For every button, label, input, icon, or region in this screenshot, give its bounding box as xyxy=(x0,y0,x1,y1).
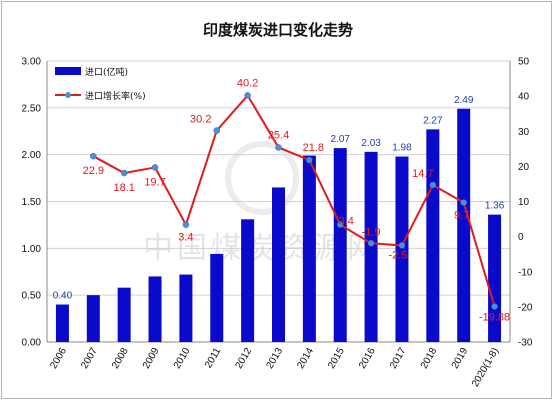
x-tick-label: 2014 xyxy=(295,346,316,371)
line-value-label: 40.2 xyxy=(237,77,258,89)
growth-point xyxy=(460,199,467,206)
growth-point xyxy=(429,181,437,189)
x-tick-label: 2007 xyxy=(79,346,100,371)
bar xyxy=(488,214,502,342)
watermark-logo xyxy=(225,141,299,215)
y-right-tick-label: 0 xyxy=(518,232,524,243)
x-tick-label: 2008 xyxy=(110,346,131,371)
line-value-label: 22.9 xyxy=(83,165,104,177)
line-value-label: 30.2 xyxy=(190,114,211,126)
y-left-tick-label: 3.00 xyxy=(22,57,42,68)
y-left-tick-label: 1.50 xyxy=(22,197,42,208)
growth-point xyxy=(367,240,375,247)
line-value-label: 18.1 xyxy=(113,182,134,194)
line-value-label: 3.4 xyxy=(339,216,354,228)
y-right-tick-label: -30 xyxy=(518,338,533,349)
bar xyxy=(364,151,378,342)
growth-point xyxy=(90,152,97,160)
growth-point xyxy=(182,221,190,228)
bar xyxy=(302,155,316,342)
bar xyxy=(272,187,285,342)
x-tick-label: 2016 xyxy=(357,346,378,371)
bar xyxy=(241,219,255,342)
bar-value-label: 1.98 xyxy=(392,143,412,154)
x-tick-label: 2017 xyxy=(388,346,409,371)
bar-value-label: 0.40 xyxy=(53,291,73,302)
growth-point xyxy=(336,221,344,228)
growth-point xyxy=(398,242,406,249)
y-right-tick-label: 50 xyxy=(518,57,530,68)
bar xyxy=(86,295,100,342)
y-right-tick-label: 10 xyxy=(518,197,530,208)
x-tick-label: 2010 xyxy=(172,346,193,371)
growth-point xyxy=(151,164,159,171)
legend-bar-swatch xyxy=(55,67,81,75)
growth-point xyxy=(213,127,221,134)
bar-value-label: 2.49 xyxy=(454,95,474,106)
legend-line-label: 进口增长率(%) xyxy=(85,90,146,102)
line-value-label: -19.88 xyxy=(479,311,510,323)
x-tick-label: 2012 xyxy=(234,346,255,371)
legend-line-marker xyxy=(65,92,71,98)
bar xyxy=(117,287,131,342)
growth-point xyxy=(306,156,313,164)
x-tick-label: 2019 xyxy=(450,346,471,371)
bar xyxy=(179,274,193,342)
y-left-tick-label: 2.00 xyxy=(22,150,42,161)
y-right-tick-label: 40 xyxy=(518,92,530,103)
bar-value-label: 2.27 xyxy=(423,115,443,126)
legend-bar-label: 进口(亿吨) xyxy=(85,66,128,78)
line-value-label: -2.5 xyxy=(388,249,407,261)
bar xyxy=(457,108,471,343)
x-tick-label: 2013 xyxy=(264,346,285,371)
x-tick-label: 2009 xyxy=(141,346,162,371)
growth-point xyxy=(491,303,498,310)
line-value-label: 3.4 xyxy=(178,232,193,244)
chart-title: 印度煤炭进口变化走势 xyxy=(203,21,353,39)
x-tick-label: 2015 xyxy=(326,346,347,371)
growth-point xyxy=(244,92,251,99)
y-right-tick-label: 20 xyxy=(518,162,530,173)
x-tick-label: 2011 xyxy=(203,346,223,371)
line-value-label: 21.8 xyxy=(303,142,324,154)
y-right-tick-label: -10 xyxy=(518,267,533,278)
line-value-label: 19.7 xyxy=(144,176,165,188)
bar-value-label: 2.03 xyxy=(361,138,381,149)
y-right-tick-label: -20 xyxy=(518,302,533,313)
bar xyxy=(426,129,440,342)
growth-point xyxy=(275,144,282,151)
x-tick-label: 2018 xyxy=(419,346,440,371)
bar xyxy=(148,276,162,342)
bar-value-label: 1.36 xyxy=(485,201,505,212)
growth-line xyxy=(92,93,496,307)
y-left-tick-label: 1.00 xyxy=(22,244,42,255)
y-left-tick-label: 2.50 xyxy=(22,103,42,114)
bar xyxy=(333,148,347,342)
bar xyxy=(55,304,69,342)
line-value-label: 14.7 xyxy=(412,168,433,180)
y-right-tick-label: 30 xyxy=(518,127,530,138)
y-left-tick-label: 0.50 xyxy=(22,291,42,302)
line-value-label: 25.4 xyxy=(268,129,289,141)
growth-point xyxy=(120,169,128,177)
x-tick-label: 2020(1-8) xyxy=(470,346,501,389)
line-value-label: -1.9 xyxy=(362,226,381,238)
bar-value-label: 2.07 xyxy=(330,134,350,145)
bar xyxy=(395,156,409,342)
line-value-label: 9.7 xyxy=(454,210,469,222)
x-tick-label: 2006 xyxy=(48,346,69,371)
bar xyxy=(210,253,224,342)
y-left-tick-label: 0.00 xyxy=(22,338,42,349)
